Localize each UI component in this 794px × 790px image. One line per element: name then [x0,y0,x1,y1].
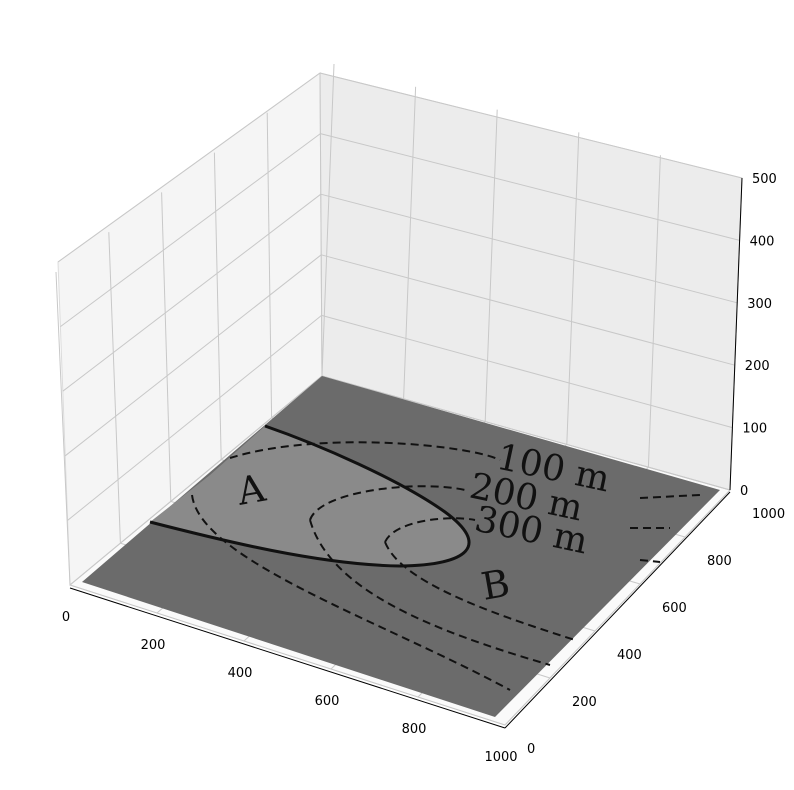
z-tick-label: 0 [740,484,748,499]
y-gridline-left [319,72,323,377]
surface: A B 100 m 200 m 300 m [82,376,720,717]
contour-100 [191,441,511,691]
z-gridline-left [67,315,322,521]
x-tick-label: 1000 [484,750,517,765]
y-tick-label: 600 [662,601,687,616]
y-gridline-left [213,152,222,460]
boundary-line-top [264,424,471,568]
x-tick-label: 0 [62,610,70,625]
z-gridline-back [320,193,738,304]
z-tick-label: 100 [742,422,767,437]
z-gridline-left [69,375,323,586]
y-axis-line [504,491,731,729]
z-gridline-back [321,254,735,366]
z-tick-label: 400 [750,234,775,249]
x-tick-label: 800 [402,722,427,737]
y-tick-label: 0 [527,742,535,757]
y-gridline-left [161,192,172,502]
y-tick-label: 400 [617,648,642,663]
x-gridline-floor [504,489,731,726]
x-tick-label: 400 [228,666,253,681]
x-gridline-back [321,63,335,377]
z-gridline-left [60,133,321,328]
z-gridline-back [319,72,743,179]
x-tick-label: 200 [141,638,166,653]
z-gridline-back [321,375,731,491]
boundary-line-bottom [149,520,401,568]
x-gridline-back [403,86,417,399]
z-gridline-left [62,193,322,392]
x-axis-line [69,587,506,729]
z-gridline-left [57,72,321,263]
x-gridline-back [647,155,661,468]
surface-region-a [150,426,470,566]
axis-ticks: 0 200 400 600 800 1000 0 200 400 600 800 1000 0 100 20… [62,172,785,765]
x-tick-label: 600 [315,694,340,709]
x-gridline-back [566,132,580,445]
z-tick-label: 500 [752,172,777,187]
y-gridline-floor [69,584,506,726]
y-gridline-left [108,232,121,544]
z-gridline-left [64,254,322,457]
y-gridline-left [55,271,71,586]
z-tick-label: 300 [747,297,772,312]
y-tick-label: 1000 [752,507,785,522]
x-gridline-back [484,109,498,422]
contour-tail [630,494,701,563]
y-gridline-left [266,112,273,418]
z-gridline-back [321,314,733,429]
y-tick-label: 800 [707,554,732,569]
z-tick-label: 200 [745,359,770,374]
z-gridline-back [320,133,740,241]
z-axis-line [729,177,743,491]
y-tick-label: 200 [572,695,597,710]
contour-300 [384,517,576,641]
contour-200 [309,485,551,666]
